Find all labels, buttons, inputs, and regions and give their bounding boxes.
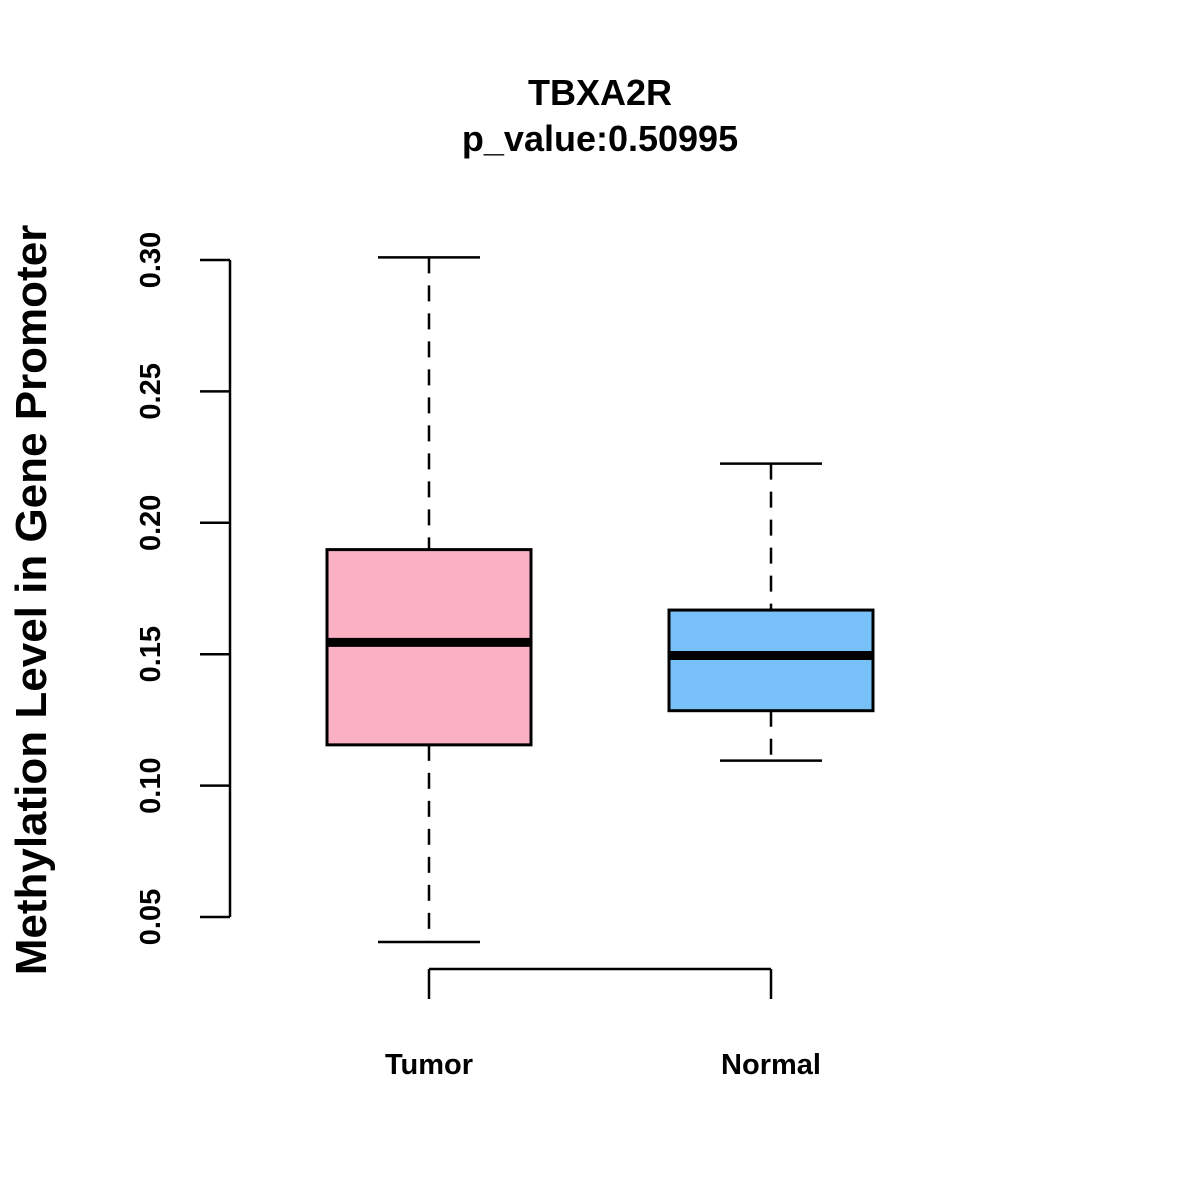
x-tick-label: Tumor [385,1049,473,1081]
y-tick-label: 0.20 [135,495,167,551]
box-group-tumor [325,256,533,944]
chart-subtitle: p_value:0.50995 [462,118,738,159]
y-tick-label: 0.10 [135,757,167,813]
y-axis-label: Methylation Level in Gene Promoter [7,225,56,976]
boxes [325,256,875,944]
y-tick-label: 0.30 [135,232,167,288]
y-tick-label: 0.05 [135,889,167,945]
y-tick-label: 0.15 [135,626,167,682]
iqr-box [325,548,533,747]
box-group-normal [667,462,875,762]
y-axis: 0.05 0.10 0.15 0.20 0.25 0.30 [135,232,232,945]
iqr-box [667,608,875,713]
x-tick-label: Normal [721,1049,821,1081]
chart-title: TBXA2R [528,72,672,113]
y-tick-label: 0.25 [135,363,167,419]
x-axis: Tumor Normal [385,967,821,1081]
